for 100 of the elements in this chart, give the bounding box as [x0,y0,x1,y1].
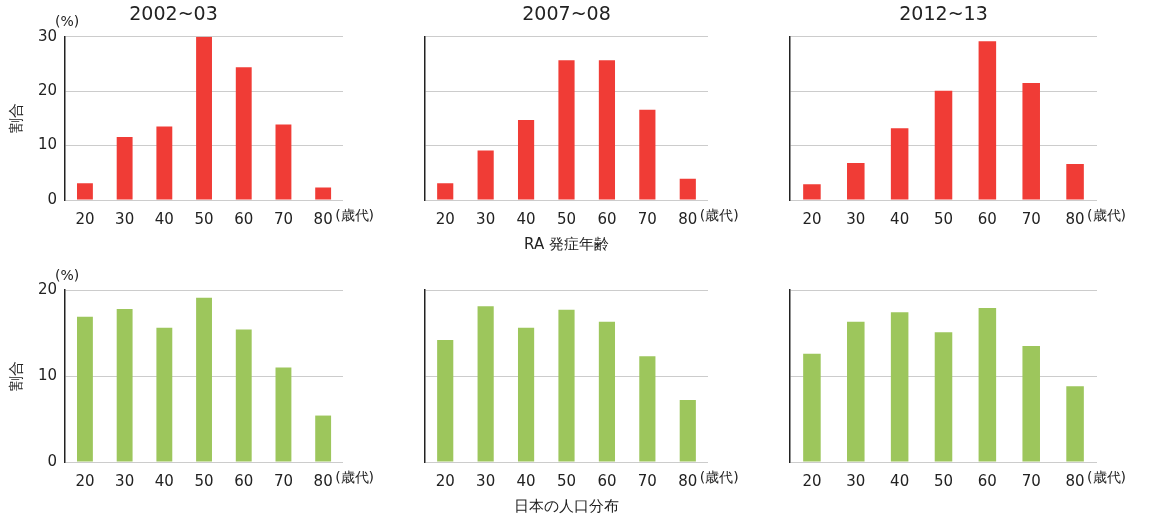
x-tick-label: 30 [476,209,496,228]
bar [77,316,93,462]
chart-title: 2002~03 [129,2,218,25]
bar [437,183,454,200]
x-tick-label: 50 [194,209,214,228]
y-tick-label: 10 [37,365,58,384]
bar [1066,164,1084,200]
bar [235,67,252,200]
x-tick-label: 50 [556,471,577,490]
x-axis-title: RA 発症年齢 [524,234,609,253]
bar [77,183,93,200]
bar [517,327,535,462]
bar [477,306,494,462]
bar [639,109,656,200]
bar [890,312,909,462]
x-tick-label: 50 [194,471,214,490]
x-tick-label: 60 [977,471,997,490]
y-axis-title: 割合 [6,361,25,391]
x-tick-label: 60 [597,471,617,490]
bar [315,415,332,462]
bar [196,297,212,462]
x-tick-label: 20 [75,209,95,228]
x-tick-label: 20 [435,209,455,228]
bar [156,126,173,200]
x-tick-label: 80 [678,209,698,228]
bar [315,187,332,200]
x-tick-label: 70 [273,209,293,228]
x-tick-label: 30 [115,209,135,228]
bar [558,60,575,200]
bar [847,321,865,462]
x-tick-label: 40 [154,471,174,490]
bar [934,332,953,462]
chart-title: 2012~13 [899,2,988,25]
x-tick-label: 80 [313,471,333,490]
bar [803,184,821,200]
x-tick-label: 80 [1065,209,1085,228]
x-tick-label: 60 [597,209,617,228]
x-tick-label: 20 [802,471,822,490]
bar [196,36,212,200]
bar [437,339,454,462]
text: (歳代) [699,206,739,223]
x-tick-label: 30 [115,471,135,490]
x-tick-label: 50 [556,209,577,228]
x-tick-label: 40 [890,209,910,228]
x-axis-title: 日本の人口分布 [514,496,619,515]
y-tick-label: 20 [37,81,58,100]
x-tick-label: 40 [890,471,910,490]
bar [275,124,292,200]
bar [639,356,656,462]
x-tick-label: 70 [637,209,657,228]
x-tick-label: 20 [435,471,455,490]
bar [156,327,173,462]
x-tick-label: 60 [234,471,254,490]
bar [1022,345,1040,462]
y-axis-title: 割合 [6,103,25,134]
bar [934,90,953,200]
x-tick-label: 70 [1021,471,1041,490]
bar [598,60,616,200]
x-tick-label: 80 [1065,471,1085,490]
bar [598,321,616,462]
y-tick-label: 0 [47,451,58,470]
bar [1022,83,1040,200]
text: (歳代) [699,468,739,485]
x-tick-label: 80 [678,471,698,490]
bar [679,400,696,462]
chart-title: 2007~08 [522,2,611,25]
bar [477,150,494,200]
x-tick-label: 30 [476,471,496,490]
bar [275,367,292,462]
text: (歳代) [335,468,375,485]
x-tick-label: 40 [516,471,536,490]
x-tick-label: 70 [637,471,657,490]
bar [679,178,696,200]
y-tick-label: 0 [47,189,58,208]
x-tick-label: 50 [933,209,954,228]
bar [1066,386,1084,462]
x-tick-label: 20 [802,209,822,228]
text: (歳代) [1087,468,1127,485]
text: (歳代) [335,206,375,223]
bar [847,163,865,200]
x-tick-label: 30 [846,471,866,490]
bar [116,136,133,200]
x-tick-label: 60 [977,209,997,228]
bar [116,308,133,462]
x-tick-label: 50 [933,471,954,490]
bar [558,309,575,462]
x-tick-label: 40 [516,209,536,228]
x-tick-label: 80 [313,209,333,228]
bar [978,41,997,200]
bar [517,120,535,200]
x-tick-label: 20 [75,471,95,490]
y-tick-label: 10 [37,135,58,154]
x-tick-label: 40 [154,209,174,228]
bar [890,128,909,200]
x-tick-label: 70 [273,471,293,490]
text: (歳代) [1087,206,1127,223]
x-tick-label: 70 [1021,209,1041,228]
bar [235,329,252,462]
bar [978,308,997,462]
x-tick-label: 30 [846,209,866,228]
